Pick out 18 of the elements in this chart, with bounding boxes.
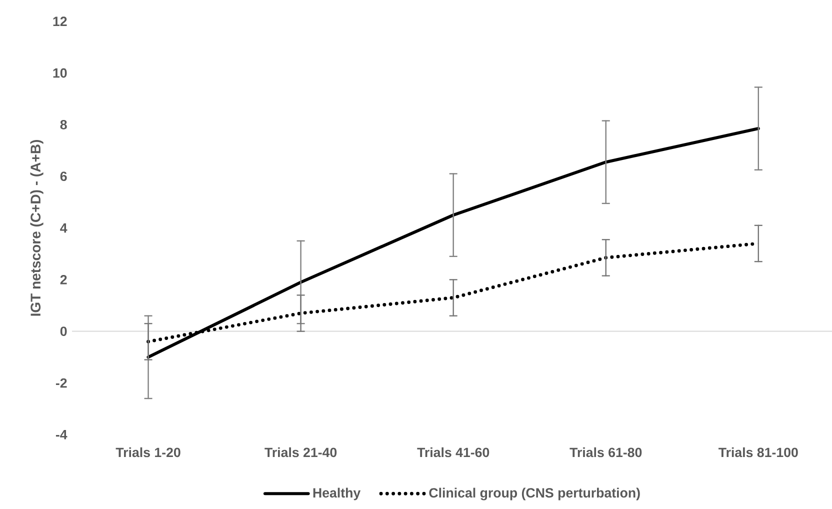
x-tick-label: Trials 1-20 — [116, 447, 180, 458]
y-tick-label: 0 — [60, 326, 67, 336]
x-tick-label: Trials 41-60 — [417, 447, 490, 458]
y-tick-label: 8 — [60, 120, 67, 130]
y-tick-label: 4 — [60, 223, 68, 233]
line-series — [146, 126, 760, 359]
y-tick-label: 2 — [60, 275, 67, 284]
y-tick-label: 12 — [53, 16, 67, 26]
y-tick-label: 6 — [60, 172, 67, 182]
y-axis-title: IGT netscore (C+D) - (A+B) — [30, 140, 44, 316]
legend-label: Clinical group (CNS perturbation) — [429, 488, 640, 500]
y-tick-label: 10 — [53, 68, 67, 78]
y-tick-label: -4 — [56, 430, 68, 440]
legend-label: Healthy — [313, 488, 361, 500]
x-tick-label: Trials 21-40 — [264, 447, 337, 458]
x-tick-label: Trials 61-80 — [570, 447, 642, 458]
y-tick-label: -2 — [56, 378, 67, 388]
x-tick-label: Trials 81-100 — [718, 447, 798, 458]
